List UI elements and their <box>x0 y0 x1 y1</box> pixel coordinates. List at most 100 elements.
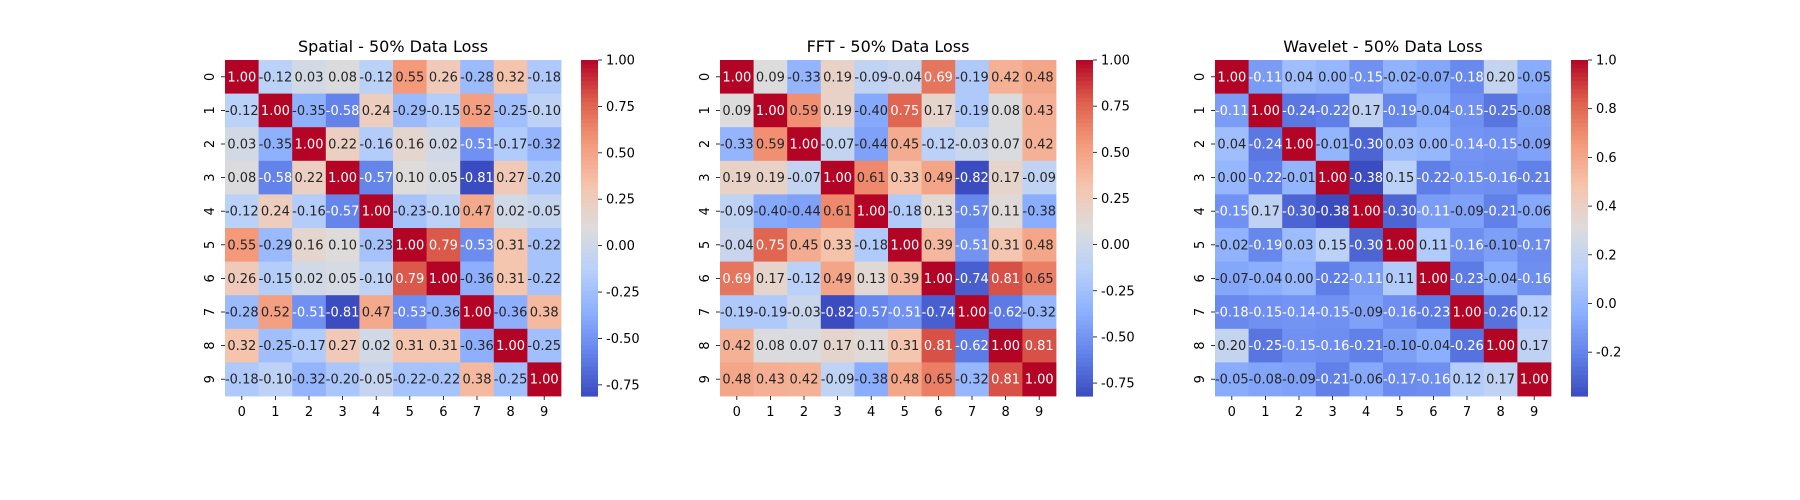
cell-value-label: 1.00 <box>756 104 785 119</box>
cell-value-label: -0.15 <box>1249 306 1283 321</box>
chart-title: FFT - 50% Data Loss <box>807 37 970 56</box>
heatmap-cell <box>787 127 822 162</box>
x-tick-label: 0 <box>238 405 246 420</box>
heatmap-cell <box>292 93 327 128</box>
colorbar-segment <box>1076 391 1093 397</box>
heatmap-cell <box>820 261 855 296</box>
cell-value-label: 0.47 <box>463 205 492 220</box>
heatmap-cell <box>888 295 922 330</box>
colorbar-segment <box>581 282 598 288</box>
cell-value-label: 0.12 <box>1453 373 1482 388</box>
heatmap-cell <box>921 194 956 229</box>
heatmap-cell <box>854 328 889 363</box>
cell-value-label: -0.15 <box>1215 205 1249 220</box>
colorbar-segment <box>1076 211 1093 216</box>
cell-value-label: -0.33 <box>787 70 821 85</box>
cell-value-label: -0.16 <box>1417 373 1451 388</box>
colorbar-segment <box>1571 165 1588 170</box>
cell-value-label: 0.11 <box>1419 238 1448 253</box>
cell-value-label: -0.10 <box>259 373 293 388</box>
colorbar-segment <box>1571 186 1588 191</box>
heatmap-cell <box>1282 228 1317 262</box>
heatmap-cell <box>1483 60 1518 94</box>
heatmap-cell <box>493 127 528 162</box>
cell-value-label: -0.12 <box>225 205 259 220</box>
cell-value-label: 0.49 <box>924 171 953 186</box>
cell-value-label: 1.00 <box>463 306 492 321</box>
cell-value-label: 1.00 <box>227 70 256 85</box>
heatmap-cell <box>359 160 394 195</box>
colorbar-segment <box>581 173 598 179</box>
cell-value-label: -0.06 <box>1517 205 1551 220</box>
heatmap-cell <box>1517 228 1552 262</box>
colorbar-segment <box>1076 148 1093 153</box>
heatmap-cell <box>325 228 360 262</box>
x-tick-label: 2 <box>305 405 313 420</box>
heatmap-cell <box>1315 295 1350 330</box>
heatmap-cell <box>1248 328 1283 363</box>
heatmap-panel-wavelet: Wavelet - 50% Data Loss 1.00 -0.11 0.04 0.0… <box>1193 37 1621 420</box>
colorbar-segment <box>581 123 598 128</box>
heatmap-cell <box>258 295 293 330</box>
cell-value-label: 1.00 <box>991 339 1020 354</box>
colorbar-segment <box>581 270 598 275</box>
heatmap-cell <box>988 362 1023 397</box>
cell-value-label: -0.18 <box>225 373 259 388</box>
cell-value-label: -0.57 <box>359 171 393 186</box>
heatmap-cell <box>820 295 855 330</box>
y-tick-label: 7 <box>203 308 218 316</box>
heatmap-cell <box>955 60 990 94</box>
heatmap-cell <box>426 228 461 262</box>
heatmap-cell <box>1282 194 1317 229</box>
y-tick-label: 4 <box>698 207 713 215</box>
x-tick-label: 7 <box>1463 405 1471 420</box>
colorbar-segment <box>1076 295 1093 300</box>
cell-value-label: -0.12 <box>259 70 293 85</box>
cell-value-label: 0.20 <box>1217 339 1246 354</box>
heatmap-cell <box>888 93 922 128</box>
cell-value-label: 0.79 <box>429 238 458 253</box>
heatmap-cell <box>888 60 922 94</box>
colorbar-segment <box>581 135 598 141</box>
heatmap-cell <box>292 261 327 296</box>
cell-value-label: -0.15 <box>1316 306 1350 321</box>
cell-value-label: -0.25 <box>494 373 528 388</box>
colorbar-segment <box>1076 362 1093 368</box>
cell-value-label: 1.00 <box>958 306 987 321</box>
colorbar-segment <box>1076 93 1093 99</box>
heatmap-cell <box>225 362 259 397</box>
heatmap-cell <box>854 93 889 128</box>
cell-value-label: -0.14 <box>1282 306 1316 321</box>
cell-value-label: 1.00 <box>1318 171 1347 186</box>
cell-value-label: -0.81 <box>460 171 494 186</box>
heatmap-cell <box>292 228 327 262</box>
cell-value-label: -0.10 <box>359 272 393 287</box>
cell-value-label: 0.17 <box>1352 104 1381 119</box>
colorbar-segment <box>1076 81 1093 86</box>
cell-value-label: -0.16 <box>1517 272 1551 287</box>
cell-value-label: 0.09 <box>722 104 751 119</box>
heatmap-cell <box>1483 160 1518 195</box>
cell-value-label: 0.07 <box>790 339 819 354</box>
heatmap-cell <box>921 295 956 330</box>
heatmap-cell <box>527 228 562 262</box>
colorbar-segment <box>581 169 598 174</box>
heatmap-cell <box>1282 127 1317 162</box>
heatmap-cell <box>854 127 889 162</box>
heatmap-cell <box>1215 194 1249 229</box>
colorbar-segment <box>581 194 598 200</box>
cell-value-label: 0.17 <box>1520 339 1549 354</box>
colorbar-segment <box>581 261 598 267</box>
colorbar-tick-label: 0.50 <box>606 146 635 161</box>
x-tick-label: 0 <box>733 405 741 420</box>
heatmap-cell <box>1517 194 1552 229</box>
colorbar-segment <box>1076 265 1093 271</box>
x-tick-label: 2 <box>1295 405 1303 420</box>
colorbar-segment <box>1571 60 1588 65</box>
cell-value-label: -0.20 <box>527 171 561 186</box>
colorbar-segment <box>1571 333 1588 338</box>
colorbar-segment <box>1571 383 1588 389</box>
heatmap-cell <box>1248 228 1283 262</box>
colorbar-segment <box>1076 173 1093 179</box>
y-tick-label: 5 <box>1193 241 1208 249</box>
